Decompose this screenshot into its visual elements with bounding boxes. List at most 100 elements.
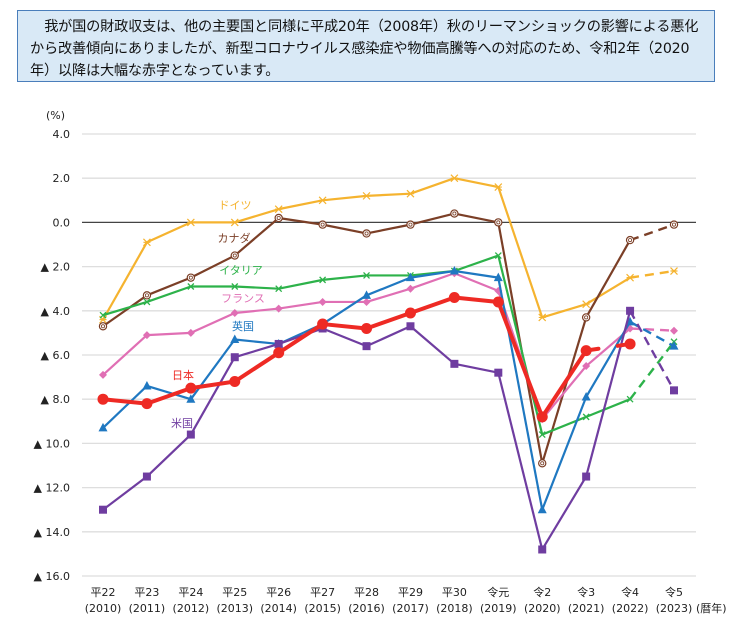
line-segment — [540, 349, 588, 418]
series-label-ドイツ: ドイツ — [219, 199, 252, 212]
marker-circle-inner — [452, 211, 457, 216]
marker-circle-inner — [320, 222, 325, 227]
y-axis-ticks: 4.0 2.0 0.0 ▲ 2.0 ▲ 4.0 ▲ 6.0 ▲ 8.0 ▲ 10.0 ▲ 12.… — [34, 128, 70, 583]
line-segment — [102, 300, 148, 317]
line-segment — [497, 277, 544, 510]
line-segment — [234, 285, 279, 290]
y-axis-unit-label: (%) — [46, 109, 65, 122]
line-segment — [146, 386, 192, 406]
marker-dot — [624, 338, 636, 350]
x-tick-label: 令2 — [533, 585, 551, 599]
marker-circle — [274, 213, 283, 223]
line-segment — [541, 396, 588, 511]
marker-triangle — [537, 504, 547, 514]
line-segment — [234, 217, 280, 257]
line-segment — [322, 322, 367, 331]
line-segment — [410, 177, 455, 195]
line-segment — [102, 397, 148, 406]
marker-circle — [186, 273, 196, 282]
line-segment — [453, 272, 499, 292]
line-segment — [102, 475, 148, 511]
marker-dot — [404, 307, 416, 319]
summary-note: 我が国の財政収支は、他の主要国と同様に平成20年（2008年）秋のリーマンショッ… — [17, 10, 715, 82]
y-tick-label: ▲ 6.0 — [41, 349, 70, 362]
marker-triangle — [669, 341, 679, 350]
marker-asterisk — [274, 205, 283, 214]
marker-dot — [229, 376, 241, 388]
marker-square — [99, 505, 107, 514]
marker-x — [582, 413, 590, 421]
marker-triangle — [449, 266, 459, 275]
line-segment — [585, 276, 631, 306]
marker-square — [142, 472, 151, 481]
line-segment — [454, 254, 499, 273]
x-tick-year-label: (2022) — [612, 602, 649, 615]
marker-circle-inner — [408, 222, 413, 227]
series-label-カナダ: カナダ — [218, 231, 251, 245]
x-tick-year-label: (2019) — [480, 602, 517, 615]
line-segment — [146, 276, 192, 297]
line-segment — [541, 317, 588, 464]
y-tick-label: ▲ 14.0 — [34, 526, 70, 539]
marker-asterisk — [318, 196, 327, 205]
marker-triangle — [405, 272, 415, 282]
marker-asterisk — [582, 300, 591, 309]
marker-x — [231, 283, 239, 290]
line-segment — [146, 433, 192, 478]
marker-diamond — [99, 370, 107, 379]
marker-asterisk — [362, 191, 371, 200]
line-segment — [496, 301, 545, 418]
marker-diamond — [186, 328, 195, 337]
marker-x — [626, 395, 634, 403]
line-segment — [190, 254, 236, 279]
x-axis-unit-label: (暦年) — [696, 601, 727, 615]
marker-dot — [580, 345, 592, 357]
line-segment — [366, 192, 411, 197]
x-tick-year-label: (2023) — [656, 602, 693, 615]
x-tick-label: 平24 — [178, 586, 203, 599]
marker-circle-inner — [276, 215, 281, 220]
x-tick-year-label: (2020) — [524, 602, 561, 615]
marker-dot — [536, 411, 548, 423]
y-tick-label: 0.0 — [53, 216, 71, 229]
line-segment — [366, 276, 411, 297]
marker-square — [406, 322, 415, 331]
x-tick-year-label: (2013) — [216, 602, 253, 615]
y-tick-label: ▲ 12.0 — [34, 482, 70, 495]
x-tick-year-label: (2017) — [392, 602, 429, 615]
line-segment — [146, 384, 192, 401]
x-tick-year-label: (2010) — [85, 602, 122, 615]
series-label-日本: 日本 — [172, 368, 194, 382]
x-tick-year-label: (2018) — [436, 602, 473, 615]
marker-x — [494, 252, 502, 260]
series-lines — [97, 174, 679, 554]
line-segment — [497, 186, 544, 318]
series-label-英国: 英国 — [232, 319, 254, 333]
marker-circle — [406, 220, 415, 229]
marker-circle — [581, 313, 591, 322]
line-segment — [454, 177, 499, 189]
x-tick-label: 平29 — [398, 586, 423, 599]
marker-square — [230, 353, 239, 362]
marker-dot — [185, 382, 197, 394]
line-segment — [189, 356, 236, 436]
x-tick-label: 令5 — [665, 585, 683, 599]
line-segment — [234, 338, 279, 346]
y-tick-label: 4.0 — [53, 128, 71, 141]
line-segment — [190, 379, 236, 391]
marker-diamond — [582, 362, 591, 371]
line-segment — [366, 325, 411, 348]
marker-dot — [448, 292, 460, 304]
line-segment — [410, 269, 455, 279]
line-segment — [410, 212, 455, 226]
series-label-イタリア: イタリア — [219, 264, 263, 277]
marker-square — [626, 306, 635, 315]
marker-circle — [318, 220, 327, 229]
marker-asterisk — [186, 218, 195, 227]
marker-circle-inner — [540, 461, 545, 466]
marker-circle-inner — [232, 253, 237, 258]
line-segment — [146, 331, 191, 337]
marker-square — [670, 386, 678, 395]
marker-triangle — [362, 290, 372, 299]
